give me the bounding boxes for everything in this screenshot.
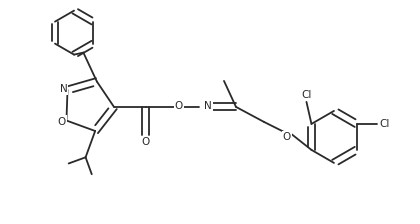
Text: Cl: Cl bbox=[301, 90, 312, 100]
Text: N: N bbox=[60, 84, 67, 94]
Text: Cl: Cl bbox=[379, 119, 390, 129]
Text: O: O bbox=[175, 101, 183, 111]
Text: O: O bbox=[142, 137, 150, 147]
Text: O: O bbox=[283, 132, 291, 142]
Text: N: N bbox=[204, 101, 212, 111]
Text: O: O bbox=[57, 116, 66, 127]
